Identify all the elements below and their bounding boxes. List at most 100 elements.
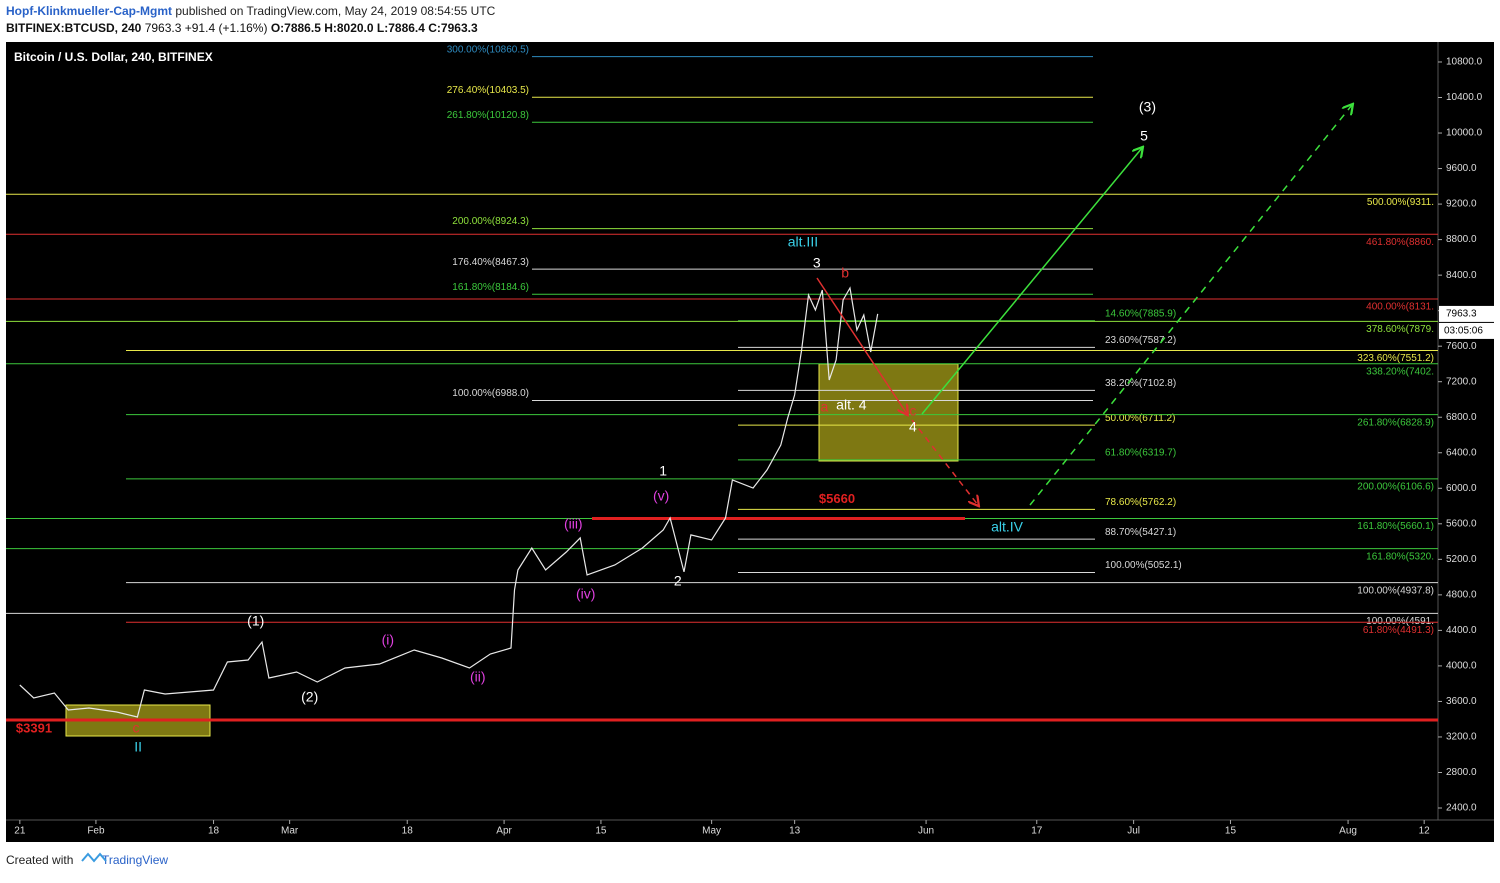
y-tick-label: 6400.0 xyxy=(1446,447,1477,458)
y-tick-label: 3600.0 xyxy=(1446,696,1477,707)
fib-label: 14.60%(7885.9) xyxy=(1105,308,1176,319)
fib-label: 100.00%(4937.8) xyxy=(1357,585,1434,596)
fib-label: 500.00%(9311. xyxy=(1367,197,1434,208)
y-tick-label: 10400.0 xyxy=(1446,92,1483,103)
fib-label: 61.80%(4491.3) xyxy=(1363,625,1434,636)
y-tick-label: 4800.0 xyxy=(1446,590,1477,601)
wave-label: 4 xyxy=(909,419,917,435)
wave-label: 5 xyxy=(1140,128,1148,144)
last-price-box xyxy=(1439,305,1494,322)
ohlc: O:7886.5 H:8020.0 L:7886.4 C:7963.3 xyxy=(271,21,478,35)
arrow xyxy=(911,419,978,505)
x-tick-label: Jun xyxy=(918,826,934,837)
x-tick-label: Aug xyxy=(1339,826,1357,837)
wave-label: (i) xyxy=(382,632,394,648)
arrow xyxy=(816,277,907,414)
fib-label: 176.40%(8467.3) xyxy=(452,257,529,268)
wave-label: b xyxy=(841,265,849,281)
fib-label: 88.70%(5427.1) xyxy=(1105,527,1176,538)
countdown-box xyxy=(1439,322,1494,339)
fib-label: 261.80%(10120.8) xyxy=(447,110,529,121)
price-line xyxy=(19,286,879,718)
fib-label: 338.20%(7402. xyxy=(1366,366,1434,377)
fib-label: 261.80%(6828.9) xyxy=(1357,417,1434,428)
fib-label: 323.60%(7551.2) xyxy=(1357,353,1434,364)
chart-title: Bitcoin / U.S. Dollar, 240, BITFINEX xyxy=(14,50,213,64)
y-tick-label: 6000.0 xyxy=(1446,483,1477,494)
header-line: Hopf-Klinkmueller-Cap-Mgmt published on … xyxy=(6,4,496,18)
y-tick-label: 8800.0 xyxy=(1446,234,1477,245)
wave-label: (iv) xyxy=(576,586,595,602)
fib-label: 300.00%(10860.5) xyxy=(447,44,529,55)
y-tick-label: 2400.0 xyxy=(1446,803,1477,814)
wave-label: 2 xyxy=(674,573,682,589)
y-tick-label: 10800.0 xyxy=(1446,57,1483,68)
footer-brand[interactable]: TradingView xyxy=(102,853,168,867)
countdown: 03:05:06 xyxy=(1444,326,1483,337)
y-tick-label: 3200.0 xyxy=(1446,732,1477,743)
fib-label: 276.40%(10403.5) xyxy=(447,85,529,96)
y-tick-label: 2800.0 xyxy=(1446,767,1477,778)
y-tick-label: 5600.0 xyxy=(1446,518,1477,529)
fib-label: 200.00%(8924.3) xyxy=(452,216,529,227)
wave-label: alt.IV xyxy=(991,519,1024,535)
fib-label: 100.00%(5052.1) xyxy=(1105,560,1182,571)
y-tick-label: 7200.0 xyxy=(1446,376,1477,387)
y-tick-label: 9600.0 xyxy=(1446,163,1477,174)
x-tick-label: 15 xyxy=(1225,826,1237,837)
wave-label: alt. 4 xyxy=(836,397,867,413)
y-tick-label: 4400.0 xyxy=(1446,625,1477,636)
support-label: $5660 xyxy=(819,491,855,506)
y-tick-label: 8400.0 xyxy=(1446,270,1477,281)
wave-label: a xyxy=(820,399,828,415)
y-tick-label: 5200.0 xyxy=(1446,554,1477,565)
wave-label: (iii) xyxy=(564,516,583,532)
fib-label: 100.00%(6988.0) xyxy=(452,388,529,399)
fib-label: 38.20%(7102.8) xyxy=(1105,378,1176,389)
fib-label: 378.60%(7879. xyxy=(1366,324,1434,335)
x-tick-label: 17 xyxy=(1031,826,1043,837)
price: 7963.3 xyxy=(145,21,182,35)
author[interactable]: Hopf-Klinkmueller-Cap-Mgmt xyxy=(6,4,172,18)
support-label: $3391 xyxy=(16,720,52,735)
arrow xyxy=(921,148,1142,415)
wave-label: (1) xyxy=(247,613,264,629)
y-tick-label: 7600.0 xyxy=(1446,341,1477,352)
symbol-line: BITFINEX:BTCUSD, 240 7963.3 +91.4 (+1.16… xyxy=(6,21,478,35)
wave-label: c xyxy=(133,720,140,736)
fib-label: 461.80%(8860. xyxy=(1366,237,1434,248)
fib-label: 400.00%(8131. xyxy=(1366,302,1434,313)
fib-label: 50.00%(6711.2) xyxy=(1105,413,1175,424)
fib-label: 200.00%(6106.6) xyxy=(1357,481,1434,492)
x-tick-label: 12 xyxy=(1419,826,1431,837)
x-tick-label: Jul xyxy=(1127,826,1140,837)
last-price: 7963.3 xyxy=(1446,309,1477,320)
x-tick-label: Feb xyxy=(87,826,105,837)
x-tick-label: 15 xyxy=(595,826,607,837)
logo xyxy=(81,852,107,863)
fib-label: 100.00%(4591. xyxy=(1366,616,1434,627)
wave-label: II xyxy=(134,739,142,755)
chart-background xyxy=(6,42,1494,842)
fib-label: 78.60%(5762.2) xyxy=(1105,497,1176,508)
y-tick-label: 10000.0 xyxy=(1446,128,1483,139)
wave-label: 1 xyxy=(659,463,667,479)
wave-label: (v) xyxy=(653,488,669,504)
x-tick-label: Apr xyxy=(496,826,512,837)
fib-label: 161.80%(8184.6) xyxy=(452,282,529,293)
wave-label: alt.III xyxy=(788,234,818,250)
wave-label: (ii) xyxy=(470,669,486,685)
wave-label: c xyxy=(909,403,916,419)
fib-label: 61.80%(6319.7) xyxy=(1105,448,1176,459)
y-tick-label: 6800.0 xyxy=(1446,412,1477,423)
published: published on TradingView.com, May 24, 20… xyxy=(175,4,495,18)
y-tick-label: 4000.0 xyxy=(1446,661,1477,672)
x-tick-label: 18 xyxy=(208,826,220,837)
symbol: BITFINEX:BTCUSD, 240 xyxy=(6,21,142,35)
wave-label: (2) xyxy=(301,689,318,705)
x-tick-label: 21 xyxy=(14,826,26,837)
x-tick-label: Mar xyxy=(281,826,299,837)
x-tick-label: May xyxy=(702,826,721,837)
